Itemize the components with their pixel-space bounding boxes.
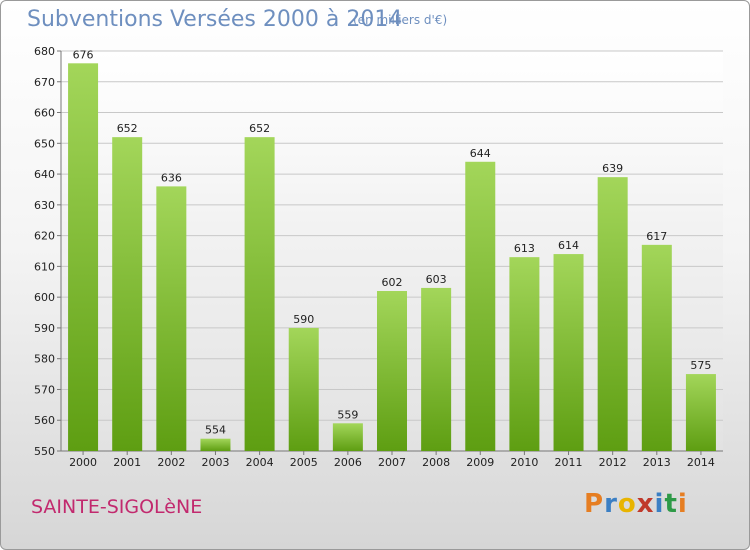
y-tick-label: 670 — [34, 76, 55, 89]
logo-letter: r — [604, 489, 618, 519]
data-label: 590 — [293, 313, 314, 326]
bar — [68, 63, 99, 452]
y-tick-label: 640 — [34, 168, 55, 181]
bar — [509, 257, 540, 451]
y-tick-label: 570 — [34, 383, 55, 396]
x-tick-label: 2004 — [246, 456, 274, 469]
x-tick-label: 2014 — [687, 456, 715, 469]
data-label: 602 — [382, 276, 403, 289]
x-tick-labels: 2000 2001 2002 2003 2004 2005 2006 2007 2008 2009… — [69, 456, 715, 469]
data-label: 613 — [514, 242, 535, 255]
y-tick-label: 560 — [34, 414, 55, 427]
x-tick-label: 2012 — [599, 456, 627, 469]
data-label: 639 — [602, 162, 623, 175]
bar — [200, 438, 231, 451]
data-label: 676 — [73, 48, 94, 61]
data-label: 636 — [161, 171, 182, 184]
logo-letter: o — [617, 489, 637, 519]
commune-name: SAINTE-SIGOLèNE — [31, 496, 203, 518]
data-labels: 676 652 636 554 652 590 559 602 603 644 613 614 639 6… — [73, 48, 712, 436]
data-label: 559 — [337, 408, 358, 421]
y-tick-label: 630 — [34, 199, 55, 212]
bar — [553, 254, 584, 451]
logo-letter: x — [636, 489, 655, 519]
x-tick-label: 2006 — [334, 456, 362, 469]
data-label: 644 — [470, 147, 491, 160]
bar — [421, 287, 452, 451]
x-tick-label: 2000 — [69, 456, 97, 469]
data-label: 617 — [646, 230, 667, 243]
bar — [685, 374, 716, 451]
logo-letter: P — [584, 489, 605, 519]
x-tick-label: 2009 — [466, 456, 494, 469]
x-tick-label: 2008 — [422, 456, 450, 469]
y-tick-label: 610 — [34, 260, 55, 273]
bar — [641, 244, 672, 451]
bar — [156, 186, 187, 451]
bar — [244, 137, 275, 451]
x-tick-label: 2001 — [113, 456, 141, 469]
data-label: 603 — [426, 273, 447, 286]
x-tick-label: 2011 — [555, 456, 583, 469]
y-tick-label: 590 — [34, 322, 55, 335]
bars — [68, 63, 716, 452]
logo-letter: i — [677, 489, 688, 519]
chart-title: Subventions Versées 2000 à 2014 — [27, 7, 403, 32]
data-label: 652 — [117, 122, 138, 135]
data-label: 554 — [205, 424, 226, 437]
y-tick-labels: 550 560 570 580 590 600 610 620 630 640 650 660 670 6… — [34, 45, 55, 458]
x-tick-label: 2002 — [157, 456, 185, 469]
chart-subtitle: (en milliers d'€) — [353, 13, 448, 27]
data-label: 614 — [558, 239, 579, 252]
data-label: 652 — [249, 122, 270, 135]
bar — [332, 423, 363, 451]
logo-letter: t — [664, 489, 678, 519]
x-tick-label: 2010 — [510, 456, 538, 469]
bar — [112, 137, 143, 451]
x-tick-label: 2013 — [643, 456, 671, 469]
bar — [288, 327, 319, 451]
data-label: 575 — [690, 359, 711, 372]
y-tick-label: 580 — [34, 353, 55, 366]
proxiti-logo: Proxiti — [584, 489, 688, 519]
x-tick-label: 2003 — [201, 456, 229, 469]
x-tick-label: 2005 — [290, 456, 318, 469]
y-tick-label: 660 — [34, 107, 55, 120]
bar — [597, 177, 628, 451]
y-tick-label: 550 — [34, 445, 55, 458]
y-tick-label: 620 — [34, 230, 55, 243]
bar — [465, 161, 496, 451]
y-tick-label: 680 — [34, 45, 55, 58]
logo-letter: i — [654, 489, 665, 519]
x-tick-label: 2007 — [378, 456, 406, 469]
y-tick-label: 600 — [34, 291, 55, 304]
bar — [377, 291, 407, 451]
y-tick-label: 650 — [34, 137, 55, 150]
